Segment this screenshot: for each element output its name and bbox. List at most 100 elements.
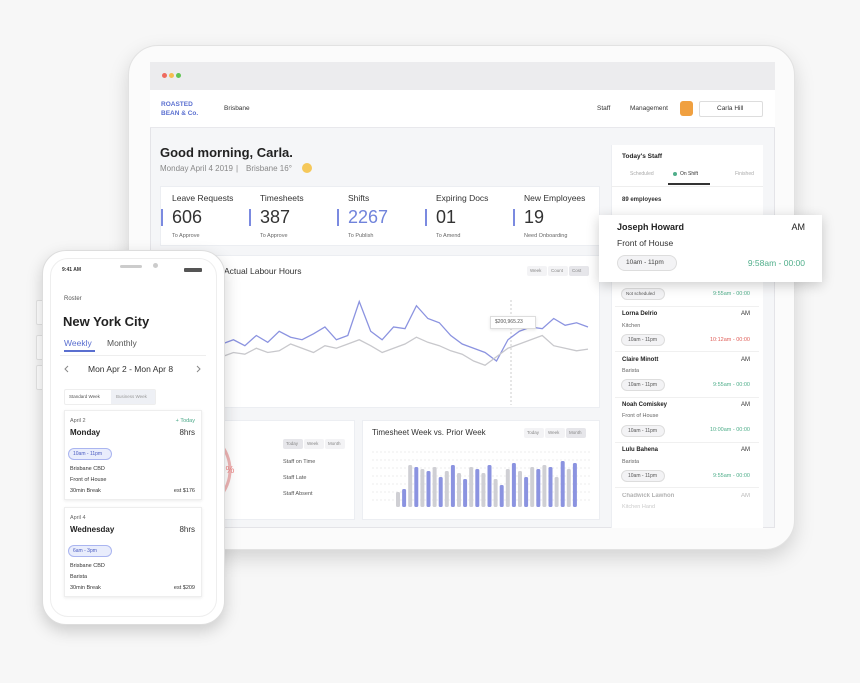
brand: BEAN & Co. — [161, 110, 199, 118]
panel-tab[interactable]: On Shift — [680, 171, 699, 177]
staff-name[interactable]: Lorna Delrio — [622, 311, 658, 318]
shift-hours: 8hrs — [179, 428, 195, 438]
tab[interactable] — [527, 266, 547, 276]
stat-action[interactable]: To Amend — [436, 232, 461, 239]
week-type[interactable]: Standard Week — [69, 394, 100, 400]
tab-label[interactable]: Month — [569, 430, 582, 436]
tab[interactable] — [524, 428, 544, 438]
popup-pill — [617, 255, 677, 271]
speaker — [120, 265, 142, 268]
staff-name[interactable]: Lulu Bahena — [622, 447, 659, 454]
divider — [60, 355, 206, 356]
time-pill — [68, 448, 112, 460]
panel-divider — [611, 186, 763, 187]
staff-role: Barista — [622, 368, 640, 374]
clock-time: 10:00am - 00:00 — [709, 427, 750, 434]
stat-action[interactable]: Need Onboarding — [524, 232, 568, 239]
shift-period: AM — [741, 447, 750, 454]
tab[interactable] — [545, 428, 565, 438]
row-divider — [615, 487, 759, 489]
shift-break: 30min Break — [70, 487, 101, 494]
attendance-item: Staff Absent — [283, 490, 313, 497]
tab-label[interactable]: Today — [527, 430, 540, 436]
shift-period: AM — [741, 402, 750, 408]
tab-label[interactable]: Week — [307, 441, 319, 447]
view-tab[interactable]: Monthly — [107, 337, 137, 348]
tab[interactable] — [283, 439, 303, 449]
labour-card — [160, 255, 600, 408]
panel-tab[interactable]: Finished — [735, 171, 754, 177]
stat-value[interactable]: 01 — [436, 207, 457, 228]
tab[interactable] — [569, 266, 589, 276]
today-badge: + Today — [175, 417, 195, 424]
shift-pill-box — [621, 379, 665, 392]
app-header — [150, 90, 775, 128]
clock-time: 9:55am - 00:00 — [713, 382, 750, 388]
notification-bell[interactable] — [680, 101, 693, 116]
view-tab[interactable]: Weekly — [64, 337, 92, 348]
window-dot — [169, 73, 174, 78]
stat-action[interactable]: To Publish — [348, 232, 374, 239]
shift-period: AM — [741, 311, 750, 318]
status-dot — [673, 172, 677, 176]
partial-pill — [621, 288, 665, 300]
stat-divider — [249, 209, 251, 226]
popup-name: Joseph Howard — [617, 221, 685, 232]
clock-time: 10:12am - 00:00 — [709, 336, 750, 343]
stat-action[interactable]: To Approve — [172, 232, 200, 239]
nav-link[interactable]: Management — [630, 105, 668, 113]
chart-title: Actual Labour Hours — [224, 265, 302, 276]
stat-action[interactable]: To Approve — [260, 232, 288, 239]
stat-divider — [161, 209, 163, 226]
stat-divider — [337, 209, 339, 226]
tab-label[interactable]: Week — [530, 268, 542, 274]
stat-value[interactable]: 606 — [172, 207, 203, 228]
location-select[interactable]: Brisbane — [224, 105, 250, 113]
shift-day: Monday — [70, 428, 101, 438]
shift-pill-box — [621, 424, 665, 437]
brand: ROASTED — [161, 101, 193, 109]
shift-time: 10am - 11pm — [73, 451, 103, 457]
tab-label[interactable]: Cost — [572, 268, 582, 274]
popup-time: 9:58am - 00:00 — [747, 257, 805, 268]
tab[interactable] — [548, 266, 568, 276]
shift-period: AM — [741, 356, 750, 363]
stat-value[interactable]: 2267 — [348, 207, 389, 228]
shift-estimate: est $209 — [173, 584, 195, 591]
tab-label[interactable]: Today — [286, 441, 299, 447]
week-type[interactable]: Business Week — [116, 394, 147, 400]
phone-screen — [50, 258, 217, 617]
weather: Brisbane 16° — [246, 164, 292, 174]
stat-value[interactable]: 387 — [260, 207, 291, 228]
week-toggle — [64, 389, 156, 405]
separator: | — [236, 164, 239, 174]
user-name[interactable]: Carla Hill — [717, 105, 744, 113]
row-divider — [615, 306, 759, 307]
stat-label[interactable]: Leave Requests — [172, 192, 234, 203]
tab-label[interactable]: Week — [548, 430, 560, 436]
tab[interactable] — [325, 439, 345, 449]
popup-period: AM — [791, 221, 806, 232]
staff-name[interactable]: Noah Comiskey — [622, 402, 668, 408]
stat-value[interactable]: 19 — [524, 207, 545, 228]
stat-label[interactable]: Timesheets — [260, 192, 304, 203]
tab[interactable] — [566, 428, 586, 438]
clock-time: 9:55am - 00:00 — [713, 472, 750, 479]
panel-tab[interactable]: Scheduled — [630, 171, 654, 177]
staff-name[interactable]: Claire Minott — [622, 356, 659, 363]
tab-underline — [64, 350, 95, 352]
shift-pill: 10am - 11pm — [628, 337, 658, 343]
stat-label[interactable]: Expiring Docs — [436, 192, 489, 203]
nav-link[interactable]: Staff — [597, 105, 611, 113]
stat-label[interactable]: New Employees — [524, 192, 586, 203]
tab-label[interactable]: Month — [328, 441, 341, 447]
stat-label[interactable]: Shifts — [348, 192, 370, 203]
tab[interactable] — [304, 439, 324, 449]
shift-date: April 2 — [70, 417, 86, 424]
panel-title: Today's Staff — [622, 153, 663, 161]
staff-name[interactable]: Chadwick Lawhon — [622, 492, 675, 499]
tab-label[interactable]: Count — [551, 268, 564, 274]
shift-card[interactable] — [64, 410, 202, 500]
shift-card[interactable] — [64, 507, 202, 597]
user-menu[interactable] — [699, 101, 763, 117]
